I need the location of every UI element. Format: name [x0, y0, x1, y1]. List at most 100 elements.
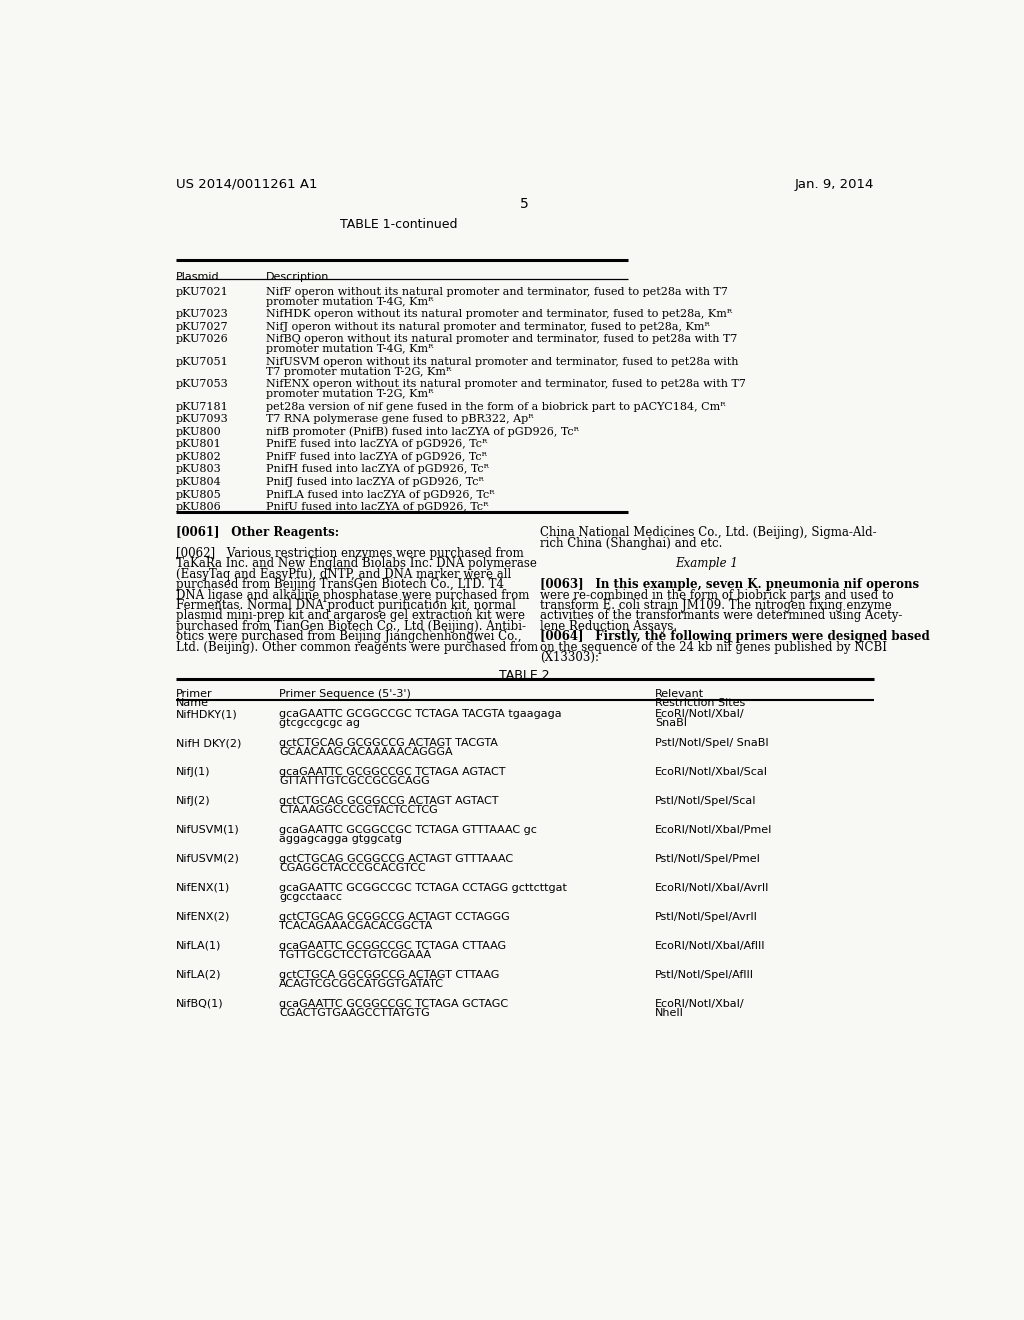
Text: CTAAAGGCCCGCTACTCCTCG: CTAAAGGCCCGCTACTCCTCG [280, 805, 438, 814]
Text: NifHDK operon without its natural promoter and terminator, fused to pet28a, Kmᴿ: NifHDK operon without its natural promot… [266, 309, 732, 319]
Text: TCACAGAAACGACACGGCTA: TCACAGAAACGACACGGCTA [280, 921, 432, 931]
Text: pKU7023: pKU7023 [176, 309, 228, 319]
Text: [0061] Other Reagents:: [0061] Other Reagents: [176, 527, 339, 540]
Text: PstI/NotI/SpeI/AflII: PstI/NotI/SpeI/AflII [655, 970, 754, 979]
Text: NifENX operon without its natural promoter and terminator, fused to pet28a with : NifENX operon without its natural promot… [266, 379, 745, 389]
Text: TABLE 1-continued: TABLE 1-continued [341, 218, 458, 231]
Text: gctCTGCAG GCGGCCG ACTAGT GTTTAAAC: gctCTGCAG GCGGCCG ACTAGT GTTTAAAC [280, 854, 513, 863]
Text: promoter mutation T-4G, Kmᴿ: promoter mutation T-4G, Kmᴿ [266, 297, 433, 306]
Text: GTTATTTGTCGCCGCGCAGG: GTTATTTGTCGCCGCGCAGG [280, 776, 430, 787]
Text: NifUSVM operon without its natural promoter and terminator, fused to pet28a with: NifUSVM operon without its natural promo… [266, 356, 738, 367]
Text: [0064] Firstly, the following primers were designed based: [0064] Firstly, the following primers we… [541, 630, 930, 643]
Text: CGAGGCTACCCGCACGTCC: CGAGGCTACCCGCACGTCC [280, 863, 426, 873]
Text: PstI/NotI/SpeI/PmeI: PstI/NotI/SpeI/PmeI [655, 854, 761, 863]
Text: aggagcagga gtggcatg: aggagcagga gtggcatg [280, 834, 402, 843]
Text: pKU803: pKU803 [176, 465, 222, 474]
Text: NifHDKY(1): NifHDKY(1) [176, 709, 238, 719]
Text: gcaGAATTC GCGGCCGC TCTAGA GCTAGC: gcaGAATTC GCGGCCGC TCTAGA GCTAGC [280, 999, 508, 1008]
Text: pKU805: pKU805 [176, 490, 222, 499]
Text: NifBQ(1): NifBQ(1) [176, 999, 223, 1008]
Text: pKU7051: pKU7051 [176, 356, 228, 367]
Text: Relevant: Relevant [655, 689, 705, 700]
Text: DNA ligase and alkaline phosphatase were purchased from: DNA ligase and alkaline phosphatase were… [176, 589, 529, 602]
Text: Fermentas. Normal DNA product purification kit, normal: Fermentas. Normal DNA product purificati… [176, 599, 516, 612]
Text: T7 promoter mutation T-2G, Kmᴿ: T7 promoter mutation T-2G, Kmᴿ [266, 367, 452, 376]
Text: PstI/NotI/SpeI/ScaI: PstI/NotI/SpeI/ScaI [655, 796, 757, 807]
Text: NifUSVM(1): NifUSVM(1) [176, 825, 240, 836]
Text: PnifF fused into lacZYA of pGD926, Tcᴿ: PnifF fused into lacZYA of pGD926, Tcᴿ [266, 451, 486, 462]
Text: promoter mutation T-4G, Kmᴿ: promoter mutation T-4G, Kmᴿ [266, 345, 433, 354]
Text: rich China (Shanghai) and etc.: rich China (Shanghai) and etc. [541, 537, 723, 549]
Text: 5: 5 [520, 197, 529, 211]
Text: plasmid mini-prep kit and argarose gel extraction kit were: plasmid mini-prep kit and argarose gel e… [176, 610, 525, 623]
Text: PnifJ fused into lacZYA of pGD926, Tcᴿ: PnifJ fused into lacZYA of pGD926, Tcᴿ [266, 477, 483, 487]
Text: Primer Sequence (5'-3'): Primer Sequence (5'-3') [280, 689, 411, 700]
Text: Restriction Sites: Restriction Sites [655, 698, 745, 709]
Text: pKU7027: pKU7027 [176, 322, 228, 331]
Text: NifBQ operon without its natural promoter and terminator, fused to pet28a with T: NifBQ operon without its natural promote… [266, 334, 737, 345]
Text: pKU806: pKU806 [176, 502, 222, 512]
Text: Primer: Primer [176, 689, 213, 700]
Text: on the sequence of the 24 kb nif genes published by NCBI: on the sequence of the 24 kb nif genes p… [541, 640, 888, 653]
Text: T7 RNA polymerase gene fused to pBR322, Apᴿ: T7 RNA polymerase gene fused to pBR322, … [266, 414, 534, 424]
Text: NifJ operon without its natural promoter and terminator, fused to pet28a, Kmᴿ: NifJ operon without its natural promoter… [266, 322, 710, 331]
Text: purchased from TianGen Biotech Co., Ltd (Beijing). Antibi-: purchased from TianGen Biotech Co., Ltd … [176, 620, 526, 632]
Text: Name: Name [176, 698, 209, 709]
Text: GCAACAAGCACAAAAACAGGGA: GCAACAAGCACAAAAACAGGGA [280, 747, 453, 758]
Text: EcoRI/NotI/XbaI/AflII: EcoRI/NotI/XbaI/AflII [655, 941, 766, 950]
Text: were re-combined in the form of biobrick parts and used to: were re-combined in the form of biobrick… [541, 589, 894, 602]
Text: gctCTGCAG GCGGCCG ACTAGT TACGTA: gctCTGCAG GCGGCCG ACTAGT TACGTA [280, 738, 498, 748]
Text: EcoRI/NotI/XbaI/AvrII: EcoRI/NotI/XbaI/AvrII [655, 883, 769, 892]
Text: pKU7181: pKU7181 [176, 401, 228, 412]
Text: gcgcctaacc: gcgcctaacc [280, 892, 342, 902]
Text: CGACTGTGAAGCCTTATGTG: CGACTGTGAAGCCTTATGTG [280, 1007, 430, 1018]
Text: pKU802: pKU802 [176, 451, 222, 462]
Text: Description: Description [266, 272, 330, 282]
Text: gctCTGCAG GCGGCCG ACTAGT CCTAGGG: gctCTGCAG GCGGCCG ACTAGT CCTAGGG [280, 912, 510, 921]
Text: EcoRI/NotI/XbaI/PmeI: EcoRI/NotI/XbaI/PmeI [655, 825, 772, 836]
Text: gctCTGCA GGCGGCCG ACTAGT CTTAAG: gctCTGCA GGCGGCCG ACTAGT CTTAAG [280, 970, 500, 979]
Text: NheII: NheII [655, 1007, 684, 1018]
Text: gcaGAATTC GCGGCCGC TCTAGA CCTAGG gcttcttgat: gcaGAATTC GCGGCCGC TCTAGA CCTAGG gcttctt… [280, 883, 567, 892]
Text: Jan. 9, 2014: Jan. 9, 2014 [795, 178, 873, 190]
Text: NifF operon without its natural promoter and terminator, fused to pet28a with T7: NifF operon without its natural promoter… [266, 286, 728, 297]
Text: gcaGAATTC GCGGCCGC TCTAGA CTTAAG: gcaGAATTC GCGGCCGC TCTAGA CTTAAG [280, 941, 506, 950]
Text: NifJ(1): NifJ(1) [176, 767, 211, 777]
Text: (EasyTaq and EasyPfu), dNTP, and DNA marker were all: (EasyTaq and EasyPfu), dNTP, and DNA mar… [176, 568, 511, 581]
Text: [0062] Various restriction enzymes were purchased from: [0062] Various restriction enzymes were … [176, 546, 524, 560]
Text: PnifU fused into lacZYA of pGD926, Tcᴿ: PnifU fused into lacZYA of pGD926, Tcᴿ [266, 502, 488, 512]
Text: [0063] In this example, seven K. pneumonia nif operons: [0063] In this example, seven K. pneumon… [541, 578, 920, 591]
Text: NifJ(2): NifJ(2) [176, 796, 211, 807]
Text: PstI/NotI/SpeI/ SnaBI: PstI/NotI/SpeI/ SnaBI [655, 738, 769, 748]
Text: EcoRI/NotI/XbaI/: EcoRI/NotI/XbaI/ [655, 999, 744, 1008]
Text: activities of the transformants were determined using Acety-: activities of the transformants were det… [541, 610, 903, 623]
Text: PstI/NotI/SpeI/AvrII: PstI/NotI/SpeI/AvrII [655, 912, 758, 921]
Text: China National Medicines Co., Ltd. (Beijing), Sigma-Ald-: China National Medicines Co., Ltd. (Beij… [541, 527, 877, 540]
Text: NifUSVM(2): NifUSVM(2) [176, 854, 240, 863]
Text: ACAGTCGCGGCATGGTGATATC: ACAGTCGCGGCATGGTGATATC [280, 978, 444, 989]
Text: SnaBI: SnaBI [655, 718, 687, 729]
Text: NifLA(1): NifLA(1) [176, 941, 221, 950]
Text: EcoRI/NotI/XbaI/ScaI: EcoRI/NotI/XbaI/ScaI [655, 767, 768, 777]
Text: pKU7093: pKU7093 [176, 414, 228, 424]
Text: NifLA(2): NifLA(2) [176, 970, 221, 979]
Text: gtcgccgcgc ag: gtcgccgcgc ag [280, 718, 360, 729]
Text: transform E. coli strain JM109. The nitrogen fixing enzyme: transform E. coli strain JM109. The nitr… [541, 599, 892, 612]
Text: PnifE fused into lacZYA of pGD926, Tcᴿ: PnifE fused into lacZYA of pGD926, Tcᴿ [266, 440, 487, 449]
Text: TABLE 2: TABLE 2 [500, 669, 550, 682]
Text: pKU7021: pKU7021 [176, 286, 228, 297]
Text: pet28a version of nif gene fused in the form of a biobrick part to pACYC184, Cmᴿ: pet28a version of nif gene fused in the … [266, 401, 725, 412]
Text: otics were purchased from Beijing Jiangchenhongwei Co.,: otics were purchased from Beijing Jiangc… [176, 630, 521, 643]
Text: NifENX(1): NifENX(1) [176, 883, 230, 892]
Text: gcaGAATTC GCGGCCGC TCTAGA TACGTA tgaagaga: gcaGAATTC GCGGCCGC TCTAGA TACGTA tgaagag… [280, 709, 562, 719]
Text: EcoRI/NotI/XbaI/: EcoRI/NotI/XbaI/ [655, 709, 744, 719]
Text: gctCTGCAG GCGGCCG ACTAGT AGTACT: gctCTGCAG GCGGCCG ACTAGT AGTACT [280, 796, 499, 807]
Text: Plasmid: Plasmid [176, 272, 220, 282]
Text: nifB promoter (PnifB) fused into lacZYA of pGD926, Tcᴿ: nifB promoter (PnifB) fused into lacZYA … [266, 426, 579, 437]
Text: pKU801: pKU801 [176, 440, 222, 449]
Text: pKU7053: pKU7053 [176, 379, 228, 389]
Text: Example 1: Example 1 [676, 557, 738, 570]
Text: promoter mutation T-2G, Kmᴿ: promoter mutation T-2G, Kmᴿ [266, 389, 433, 399]
Text: purchased from Beijing TransGen Biotech Co., LTD. T4: purchased from Beijing TransGen Biotech … [176, 578, 504, 591]
Text: gcaGAATTC GCGGCCGC TCTAGA AGTACT: gcaGAATTC GCGGCCGC TCTAGA AGTACT [280, 767, 506, 777]
